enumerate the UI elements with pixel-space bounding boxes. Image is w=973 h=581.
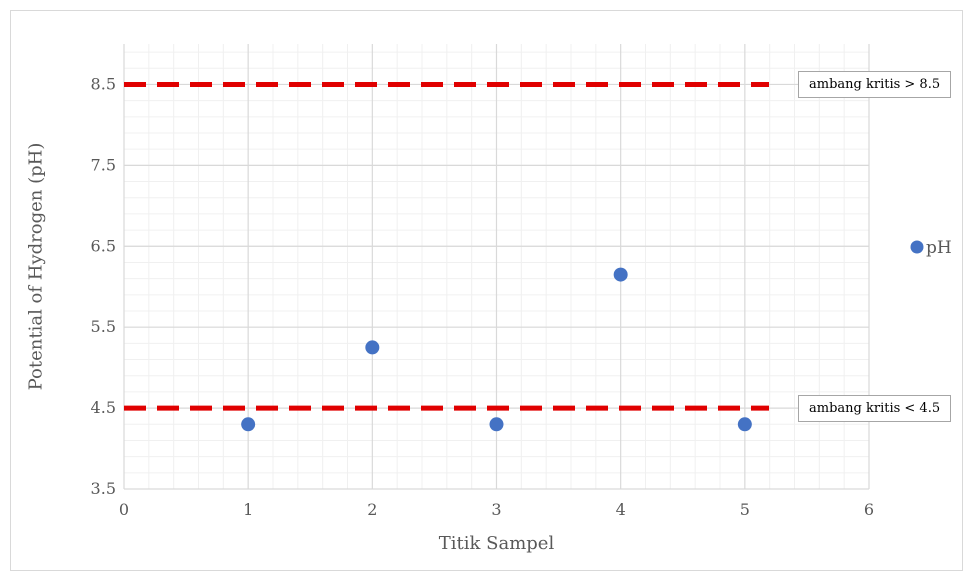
x-tick-label: 2 xyxy=(367,500,377,519)
data-points xyxy=(241,267,752,432)
data-point xyxy=(613,267,628,282)
x-tick-label: 4 xyxy=(616,500,626,519)
y-tick-label: 8.5 xyxy=(91,74,116,93)
y-tick-label: 4.5 xyxy=(91,398,116,417)
data-point xyxy=(489,417,504,432)
x-axis-title: Titik Sampel xyxy=(439,533,555,554)
annotation-lower-threshold: ambang kritis < 4.5 xyxy=(798,394,952,422)
legend-marker-ph xyxy=(910,240,924,254)
x-tick-label: 6 xyxy=(864,500,874,519)
legend: pH xyxy=(910,238,952,258)
y-tick-labels: 3.5 4.5 5.5 6.5 7.5 8.5 xyxy=(91,74,116,498)
data-point xyxy=(365,340,380,355)
data-point xyxy=(241,417,256,432)
x-tick-label: 0 xyxy=(119,500,129,519)
x-tick-labels: 0 1 2 3 4 5 6 xyxy=(119,500,874,519)
reference-lines xyxy=(124,81,769,411)
x-tick-label: 1 xyxy=(243,500,253,519)
data-point xyxy=(737,417,752,432)
y-tick-label: 5.5 xyxy=(91,317,116,336)
annotation-upper-threshold: ambang kritis > 8.5 xyxy=(798,70,952,98)
legend-label-ph: pH xyxy=(926,238,952,258)
y-tick-label: 6.5 xyxy=(91,236,116,255)
y-tick-label: 3.5 xyxy=(91,479,116,498)
x-tick-label: 3 xyxy=(491,500,501,519)
y-tick-label: 7.5 xyxy=(91,155,116,174)
y-axis-title: Potential of Hydrogen (pH) xyxy=(25,143,46,391)
x-tick-label: 5 xyxy=(740,500,750,519)
